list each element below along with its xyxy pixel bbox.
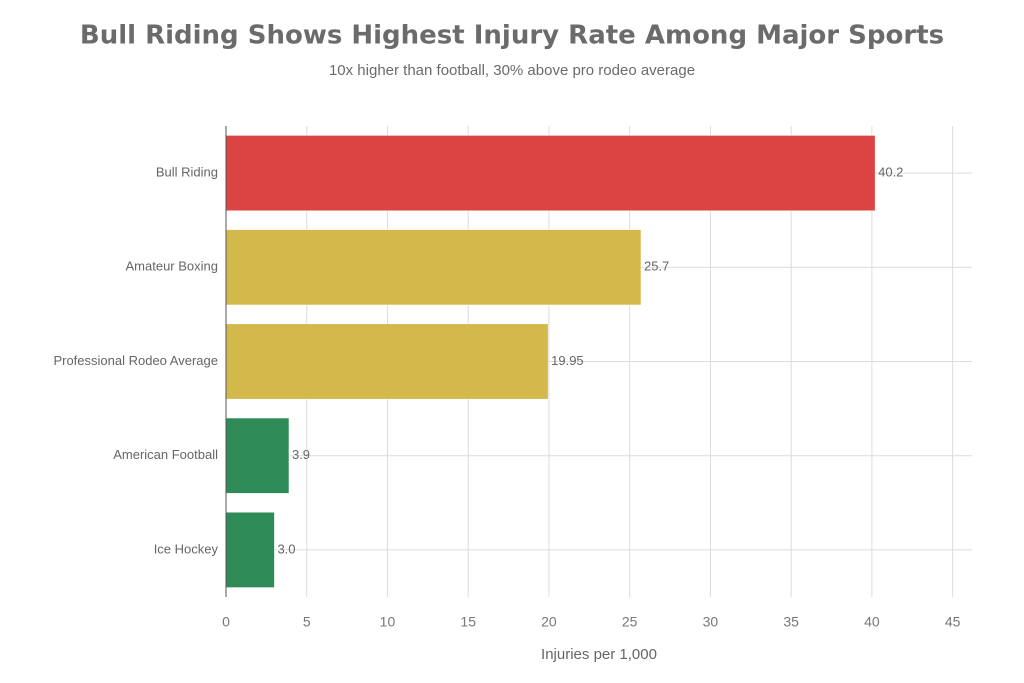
value-label: 40.2 [878, 165, 903, 180]
bar [225, 135, 876, 212]
x-tick-label: 0 [222, 614, 230, 630]
x-tick-label: 5 [303, 614, 311, 630]
y-tick-label: Ice Hockey [154, 541, 219, 556]
x-tick-label: 25 [622, 614, 638, 630]
y-tick-label: Professional Rodeo Average [53, 353, 218, 368]
x-tick-label: 35 [783, 614, 799, 630]
bar [225, 323, 549, 400]
x-tick-label: 30 [703, 614, 719, 630]
y-tick-label: Bull Riding [156, 165, 218, 180]
value-label: 25.7 [644, 259, 669, 274]
bar [225, 229, 642, 306]
x-axis-title: Injuries per 1,000 [541, 646, 657, 663]
value-label: 3.0 [277, 541, 295, 556]
x-tick-label: 15 [460, 614, 476, 630]
value-label: 19.95 [551, 353, 584, 368]
value-label: 3.9 [292, 447, 310, 462]
x-tick-label: 45 [945, 614, 961, 630]
x-tick-label: 10 [380, 614, 396, 630]
x-tick-label: 20 [541, 614, 557, 630]
chart-title: Bull Riding Shows Highest Injury Rate Am… [80, 21, 944, 51]
y-tick-label: American Football [113, 447, 218, 462]
bar [225, 511, 275, 588]
y-tick-label: Amateur Boxing [126, 259, 219, 274]
chart-subtitle: 10x higher than football, 30% above pro … [329, 62, 695, 79]
bar [225, 417, 290, 494]
x-tick-label: 40 [864, 614, 880, 630]
